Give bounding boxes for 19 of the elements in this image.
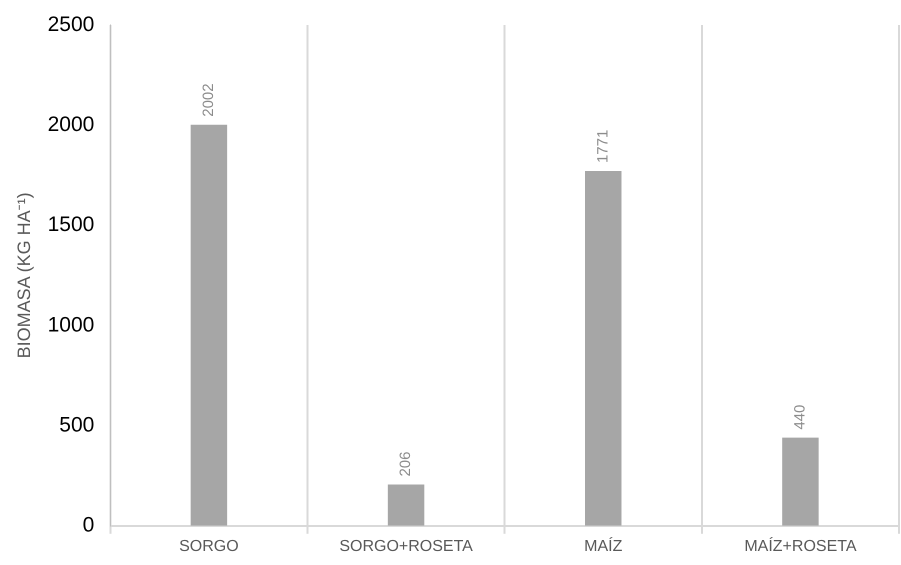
data-label: 440 bbox=[792, 404, 809, 430]
x-tick-label: SORGO+ROSETA bbox=[339, 538, 474, 555]
y-tick-label: 2000 bbox=[48, 112, 94, 136]
x-tick-label: MAÍZ bbox=[584, 536, 623, 555]
bar bbox=[190, 124, 228, 526]
y-tick-label: 500 bbox=[59, 413, 94, 436]
data-label: 2002 bbox=[200, 83, 218, 117]
data-label: 1771 bbox=[594, 130, 612, 164]
x-tick-label: MAÍZ+ROSETA bbox=[744, 536, 857, 555]
y-tick-label: 2500 bbox=[48, 12, 94, 36]
y-axis-title: BIOMASA (KG HA⁻¹) bbox=[14, 192, 34, 358]
bar bbox=[782, 438, 819, 526]
bar bbox=[585, 171, 622, 526]
y-tick-label: 0 bbox=[82, 514, 94, 537]
y-tick-label: 1500 bbox=[48, 213, 94, 236]
y-tick-label: 1000 bbox=[48, 313, 94, 336]
x-tick-label: SORGO bbox=[179, 538, 239, 555]
bar bbox=[388, 484, 424, 526]
data-label: 206 bbox=[397, 452, 414, 477]
